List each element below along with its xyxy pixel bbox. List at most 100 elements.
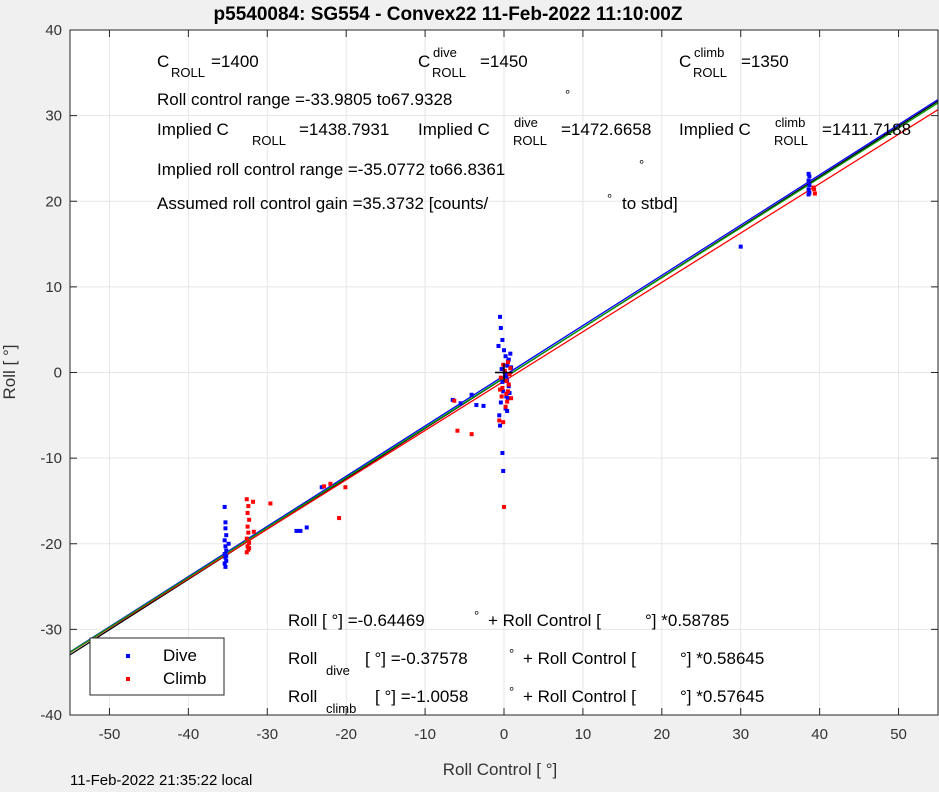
dive-point [223, 526, 228, 531]
chart-title: p5540084: SG554 - Convex22 11-Feb-2022 1… [214, 4, 683, 25]
y-tick-label: -20 [40, 536, 62, 553]
x-tick-label: 0 [500, 726, 508, 743]
dive-point [498, 400, 503, 405]
dive-point [505, 409, 510, 414]
climb-point [244, 550, 249, 555]
dive-point [298, 528, 303, 533]
dive-point [222, 538, 227, 543]
climb-point [504, 379, 509, 384]
dive-point [501, 468, 506, 473]
x-tick-label: -20 [335, 726, 357, 743]
dive-point [498, 325, 503, 330]
svg-text:ROLL: ROLL [252, 133, 286, 148]
climb-point [455, 428, 460, 433]
legend-marker-dive [126, 654, 130, 658]
svg-text:=1450: =1450 [480, 52, 528, 71]
equation-climb: Roll climb [ °] =-1.0058 ° + Roll Contro… [288, 684, 764, 716]
svg-text:°: ° [509, 684, 514, 699]
dive-point [294, 528, 299, 533]
dive-point [224, 558, 229, 563]
x-tick-label: -50 [99, 726, 121, 743]
dive-point [481, 403, 486, 408]
dive-point [496, 343, 501, 348]
axis-ticks [70, 29, 938, 716]
dive-point [807, 174, 812, 179]
climb-point [500, 385, 505, 390]
x-tick-label: 30 [732, 726, 749, 743]
c-roll-climb-label: C climb ROLL =1350 [679, 45, 789, 80]
dive-point [223, 544, 228, 549]
dive-point [505, 363, 510, 368]
dive-point [503, 354, 508, 359]
assumed-gain-tail: to stbd] [622, 194, 678, 213]
legend: Dive Climb [89, 637, 225, 696]
dive-point [500, 337, 505, 342]
dive-point [806, 178, 811, 183]
svg-text:°] *0.57645: °] *0.57645 [680, 687, 764, 706]
climb-point [501, 420, 506, 425]
tick-labels: -50 -40 -30 -20 -10 0 10 20 30 40 50 -40 -30 -20 -10 0 1… [40, 22, 907, 743]
climb-point [247, 540, 252, 545]
climb-point [506, 382, 511, 387]
dive-point [502, 348, 506, 353]
dive-point [498, 314, 503, 319]
svg-text:=1411.7188: =1411.7188 [822, 120, 911, 139]
c-roll-dive-label: C dive ROLL =1450 [418, 45, 528, 80]
svg-text:climb: climb [326, 701, 356, 716]
y-tick-label: 30 [45, 108, 62, 125]
svg-text:Roll: Roll [288, 649, 317, 668]
dive-point [224, 553, 229, 558]
svg-text:[ °] =-0.37578: [ °] =-0.37578 [365, 649, 468, 668]
assumed-gain: Assumed roll control gain =35.3732 [coun… [157, 194, 489, 213]
dive-point [501, 389, 506, 394]
svg-text:°] *0.58645: °] *0.58645 [680, 649, 764, 668]
dive-point [504, 374, 509, 379]
svg-text:dive: dive [514, 115, 538, 130]
legend-box [89, 637, 225, 696]
svg-text:ROLL: ROLL [513, 133, 547, 148]
climb-point [246, 530, 251, 535]
dive-point [319, 485, 324, 490]
svg-text:C: C [157, 52, 169, 71]
roll-control-range-deg: ° [565, 87, 570, 102]
footer-timestamp: 11-Feb-2022 21:35:22 local [70, 772, 253, 789]
climb-point [337, 516, 342, 521]
y-tick-label: 20 [45, 193, 62, 210]
svg-text:°: ° [474, 608, 479, 623]
climb-point [499, 394, 504, 399]
climb-point [251, 499, 256, 504]
dive-point [505, 396, 510, 401]
dive-point [469, 392, 474, 397]
climb-point [507, 372, 512, 377]
climb-point [811, 185, 816, 190]
climb-point [251, 529, 256, 534]
y-axis-label: Roll [ °] [0, 345, 19, 400]
svg-text:ROLL: ROLL [693, 65, 727, 80]
climb-point [505, 389, 510, 394]
dive-point [500, 379, 505, 384]
dive-point [738, 244, 743, 249]
svg-text:[ °] =-1.0058: [ °] =-1.0058 [375, 687, 468, 706]
svg-text:Implied C: Implied C [418, 120, 490, 139]
climb-point [508, 366, 513, 371]
climb-point [812, 191, 817, 196]
svg-text:Implied C: Implied C [679, 120, 751, 139]
dive-point [223, 520, 228, 525]
equation-dive: Roll dive [ °] =-0.37578 ° + Roll Contro… [288, 646, 764, 678]
roll-control-range: Roll control range =-33.9805 to67.9328 [157, 90, 452, 109]
svg-text:C: C [679, 52, 691, 71]
x-tick-label: 50 [890, 726, 907, 743]
data-points [222, 171, 817, 569]
dive-point [224, 548, 229, 553]
svg-text:climb: climb [775, 115, 805, 130]
climb-point [244, 497, 249, 502]
dive-point [222, 561, 227, 566]
climb-point [452, 398, 457, 403]
climb-point [503, 404, 508, 409]
equation-all: Roll [ °] =-0.64469 ° + Roll Control [ °… [288, 608, 729, 630]
svg-text:ROLL: ROLL [432, 65, 466, 80]
svg-text:Roll [ °] =-0.64469: Roll [ °] =-0.64469 [288, 611, 425, 630]
y-tick-label: -10 [40, 450, 62, 467]
dive-point [226, 541, 231, 546]
